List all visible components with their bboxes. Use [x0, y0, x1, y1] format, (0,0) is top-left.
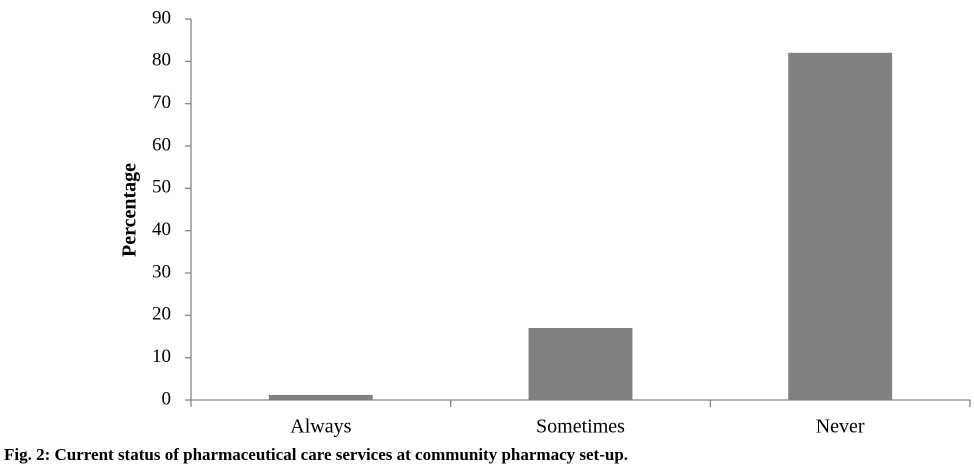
y-tick-label: 70	[152, 92, 171, 113]
caption: Fig. 2: Current status of pharmaceutical…	[4, 445, 628, 464]
x-tick-label: Never	[816, 416, 865, 438]
y-tick-label: 50	[152, 177, 171, 198]
y-tick-label: 0	[162, 388, 172, 409]
x-tick-label: Always	[290, 416, 351, 438]
y-tick-label: 40	[152, 219, 171, 240]
y-tick-label: 80	[152, 50, 171, 71]
x-tick-label: Sometimes	[536, 416, 625, 438]
y-tick-label: 10	[152, 346, 171, 367]
bar	[268, 394, 373, 400]
bar	[788, 52, 893, 400]
bar	[528, 328, 633, 400]
y-tick-label: 90	[152, 7, 171, 28]
y-tick-label: 20	[152, 304, 171, 325]
y-tick-label: 60	[152, 134, 171, 155]
y-axis-label: Percentage	[119, 163, 141, 257]
y-tick-label: 30	[152, 261, 171, 282]
